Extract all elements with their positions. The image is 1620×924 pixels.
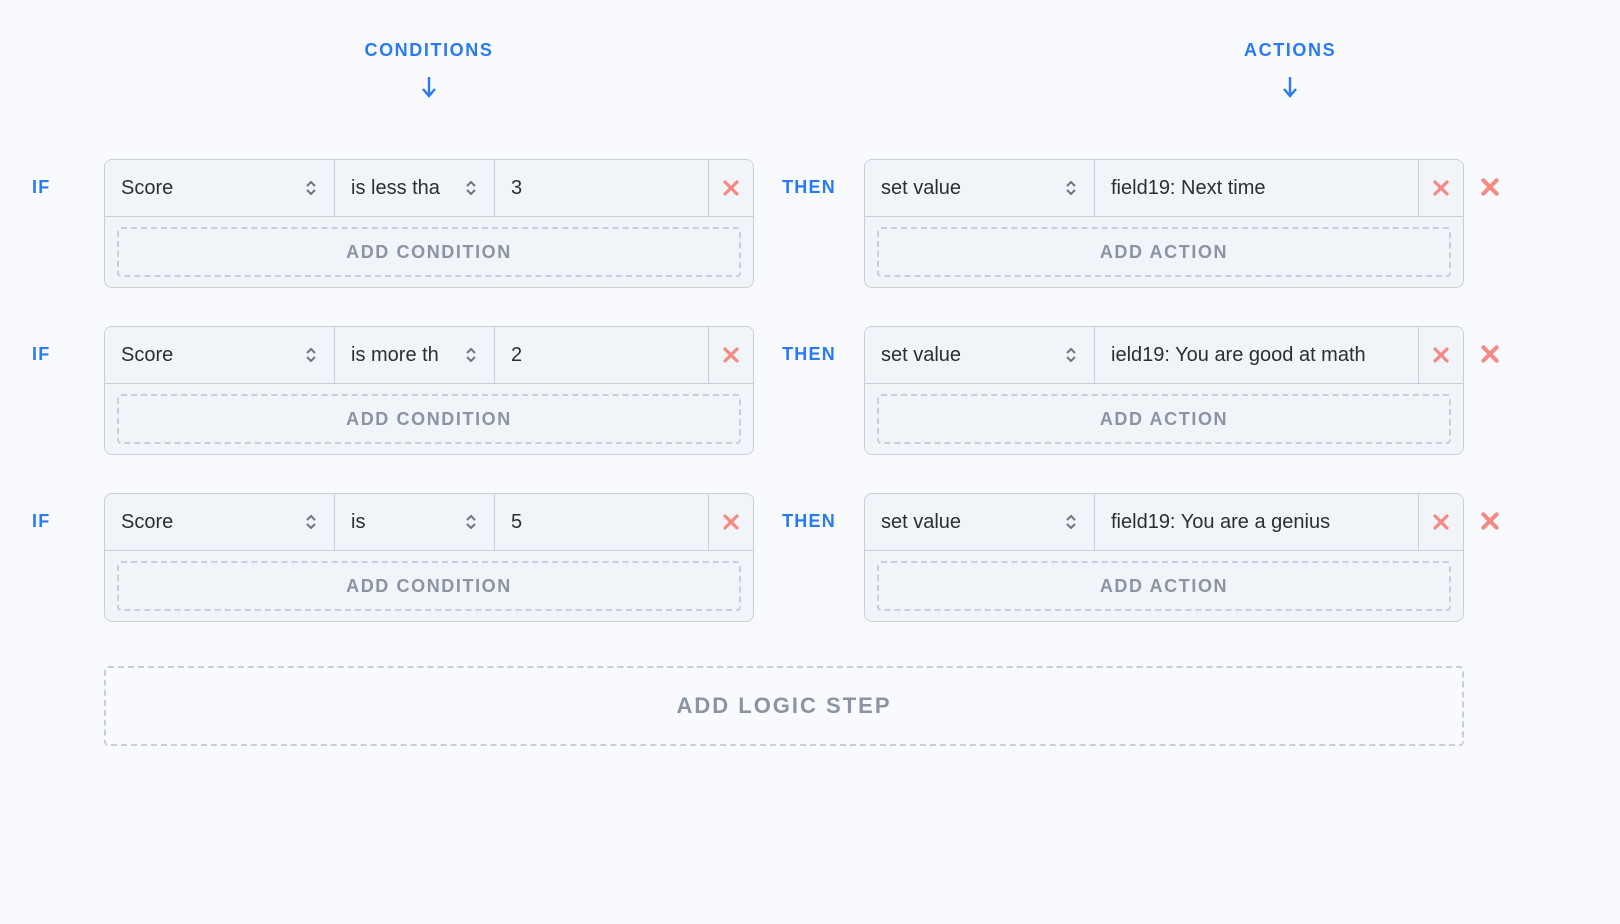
action-target-input[interactable]: field19: You are a genius (1095, 494, 1419, 550)
condition-operator-select[interactable]: is less tha (335, 160, 495, 216)
add-action-button[interactable]: ADD ACTION (877, 561, 1451, 611)
delete-condition-button[interactable] (709, 327, 753, 383)
conditions-header: CONDITIONS (104, 40, 754, 99)
condition-operator-value: is more th (351, 344, 458, 367)
condition-field-value: Score (121, 177, 298, 200)
action-type-value: set value (881, 344, 1058, 367)
condition-field-select[interactable]: Score (105, 327, 335, 383)
then-label: THEN (754, 159, 864, 215)
action-type-select[interactable]: set value (865, 327, 1095, 383)
actions-header: ACTIONS (1244, 40, 1336, 99)
arrow-down-icon (419, 75, 439, 99)
conditions-panel: Score is more th 2 (104, 326, 754, 455)
stepper-icon (464, 348, 478, 362)
condition-value-text: 5 (511, 511, 522, 534)
action-target-text: ield19: You are good at math (1111, 344, 1366, 367)
action-type-value: set value (881, 177, 1058, 200)
delete-rule-button[interactable] (1478, 342, 1502, 366)
action-target-text: field19: Next time (1111, 177, 1266, 200)
stepper-icon (464, 515, 478, 529)
stepper-icon (304, 181, 318, 195)
rule-row: IF Score is less tha (32, 159, 1588, 288)
add-logic-step-button[interactable]: ADD LOGIC STEP (104, 666, 1464, 746)
close-icon (1432, 179, 1450, 197)
action-target-input[interactable]: field19: Next time (1095, 160, 1419, 216)
condition-value-input[interactable]: 5 (495, 494, 709, 550)
add-action-row: ADD ACTION (865, 550, 1463, 621)
then-label: THEN (754, 326, 864, 382)
delete-rule-button[interactable] (1478, 175, 1502, 199)
actions-panel: set value field19: Next time ADD ACTION (864, 159, 1464, 288)
action-type-select[interactable]: set value (865, 160, 1095, 216)
add-action-button[interactable]: ADD ACTION (877, 394, 1451, 444)
action-row: set value ield19: You are good at math (865, 327, 1463, 383)
close-icon (1432, 346, 1450, 364)
stepper-icon (304, 348, 318, 362)
delete-action-button[interactable] (1419, 494, 1463, 550)
add-condition-row: ADD CONDITION (105, 216, 753, 287)
add-action-row: ADD ACTION (865, 383, 1463, 454)
action-row: set value field19: You are a genius (865, 494, 1463, 550)
add-condition-button[interactable]: ADD CONDITION (117, 561, 741, 611)
if-label: IF (32, 493, 104, 549)
close-icon (722, 513, 740, 531)
delete-rule-button[interactable] (1478, 509, 1502, 533)
condition-value-text: 2 (511, 344, 522, 367)
add-action-button[interactable]: ADD ACTION (877, 227, 1451, 277)
condition-row: Score is more th 2 (105, 327, 753, 383)
condition-row: Score is less tha 3 (105, 160, 753, 216)
delete-action-button[interactable] (1419, 160, 1463, 216)
condition-operator-value: is less tha (351, 177, 458, 200)
column-headers: CONDITIONS ACTIONS (104, 40, 1588, 99)
stepper-icon (1064, 348, 1078, 362)
conditions-label: CONDITIONS (364, 40, 493, 61)
action-type-value: set value (881, 511, 1058, 534)
rules-container: IF Score is less tha (32, 159, 1588, 622)
condition-operator-select[interactable]: is more th (335, 327, 495, 383)
add-condition-button[interactable]: ADD CONDITION (117, 394, 741, 444)
conditions-panel: Score is less tha 3 (104, 159, 754, 288)
add-condition-button[interactable]: ADD CONDITION (117, 227, 741, 277)
stepper-icon (1064, 181, 1078, 195)
condition-row: Score is 5 (105, 494, 753, 550)
if-label: IF (32, 326, 104, 382)
condition-field-select[interactable]: Score (105, 160, 335, 216)
stepper-icon (304, 515, 318, 529)
close-icon (722, 179, 740, 197)
stepper-icon (464, 181, 478, 195)
condition-value-text: 3 (511, 177, 522, 200)
rule-row: IF Score is more th (32, 326, 1588, 455)
if-label: IF (32, 159, 104, 215)
condition-field-value: Score (121, 511, 298, 534)
delete-condition-button[interactable] (709, 494, 753, 550)
condition-operator-value: is (351, 511, 458, 534)
delete-action-button[interactable] (1419, 327, 1463, 383)
condition-field-value: Score (121, 344, 298, 367)
actions-panel: set value field19: You are a genius ADD … (864, 493, 1464, 622)
condition-field-select[interactable]: Score (105, 494, 335, 550)
action-row: set value field19: Next time (865, 160, 1463, 216)
close-icon (1432, 513, 1450, 531)
add-condition-row: ADD CONDITION (105, 550, 753, 621)
stepper-icon (1064, 515, 1078, 529)
condition-operator-select[interactable]: is (335, 494, 495, 550)
action-type-select[interactable]: set value (865, 494, 1095, 550)
condition-value-input[interactable]: 2 (495, 327, 709, 383)
actions-panel: set value ield19: You are good at math A… (864, 326, 1464, 455)
arrow-down-icon (1280, 75, 1300, 99)
add-condition-row: ADD CONDITION (105, 383, 753, 454)
action-target-text: field19: You are a genius (1111, 511, 1330, 534)
condition-value-input[interactable]: 3 (495, 160, 709, 216)
close-icon (722, 346, 740, 364)
delete-condition-button[interactable] (709, 160, 753, 216)
conditions-panel: Score is 5 (104, 493, 754, 622)
add-action-row: ADD ACTION (865, 216, 1463, 287)
actions-label: ACTIONS (1244, 40, 1336, 61)
then-label: THEN (754, 493, 864, 549)
rule-row: IF Score is 5 (32, 493, 1588, 622)
action-target-input[interactable]: ield19: You are good at math (1095, 327, 1419, 383)
